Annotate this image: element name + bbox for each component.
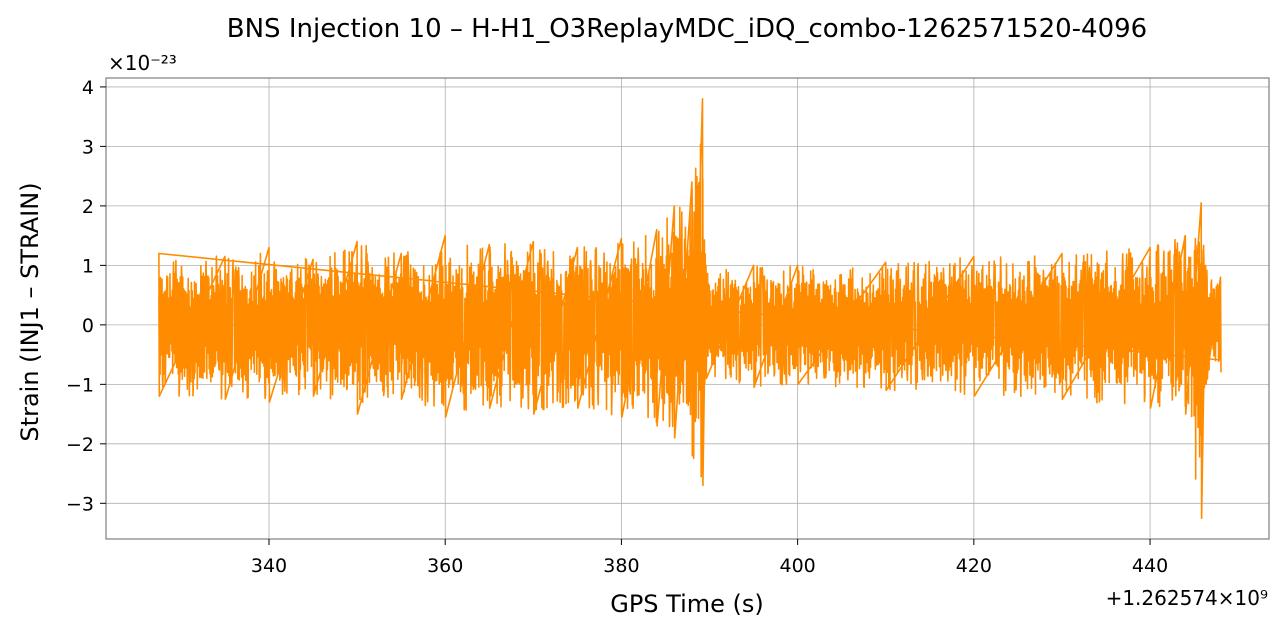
x-tick-label: 360	[427, 555, 463, 577]
y-tick-label: −3	[66, 493, 94, 515]
x-axis-ticks: 340 360 380 400 420 440	[251, 539, 1168, 577]
x-offset-text: +1.262574×10⁹	[1106, 586, 1268, 610]
y-tick-label: 2	[82, 196, 94, 218]
x-tick-label: 340	[251, 555, 287, 577]
y-scale-multiplier: ×10⁻²³	[108, 51, 177, 75]
y-tick-label: −2	[66, 434, 94, 456]
x-tick-label: 380	[603, 555, 639, 577]
y-tick-label: 3	[82, 136, 94, 158]
plot-frame	[105, 77, 1270, 540]
chart-title: BNS Injection 10 – H-H1_O3ReplayMDC_iDQ_…	[227, 14, 1147, 44]
y-axis-ticks: −3 −2 −1 0 1 2 3 4	[66, 77, 106, 515]
x-tick-label: 400	[779, 555, 815, 577]
x-tick-label: 440	[1132, 555, 1168, 577]
y-tick-label: 0	[82, 315, 94, 337]
y-tick-label: 1	[82, 255, 94, 277]
series-layer	[158, 98, 1222, 519]
y-tick-label: 4	[82, 77, 94, 99]
x-tick-label: 420	[956, 555, 992, 577]
x-axis-label: GPS Time (s)	[610, 590, 764, 618]
strain-series-line	[158, 98, 1222, 519]
y-axis-label: Strain (INJ1 – STRAIN)	[16, 182, 44, 441]
y-tick-label: −1	[66, 374, 94, 396]
